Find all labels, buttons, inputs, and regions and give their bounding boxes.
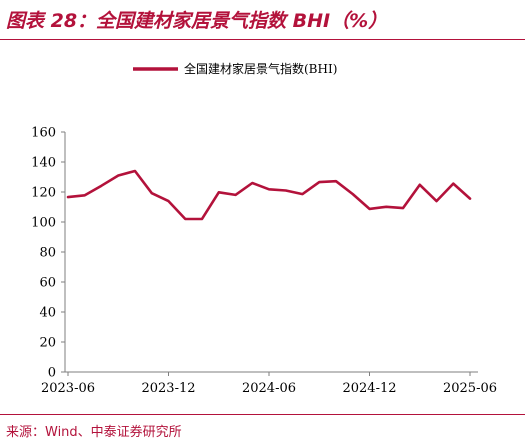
x-tick-label: 2024-06 [242,381,296,396]
chart-legend: 全国建材家居景气指数(BHI) [133,61,337,76]
bhi-line-chart: 全国建材家居景气指数(BHI) 0 20 40 60 80 100 120 140 160 20… [31,61,497,396]
x-axis-ticks: 2023-06 2023-12 2024-06 2024-12 2025-06 [41,372,497,396]
x-tick-label: 2023-12 [141,381,195,396]
y-tick-label: 60 [39,276,56,291]
y-tick-label: 0 [48,366,56,381]
x-tick-label: 2025-06 [443,381,497,396]
y-axis-ticks: 0 20 40 60 80 100 120 140 160 [31,126,65,381]
y-tick-label: 100 [31,216,56,231]
chart-series [66,169,472,221]
legend-label: 全国建材家居景气指数(BHI) [184,61,337,76]
figure-title: 图表 28：全国建材家居景气指数 BHI（%） [6,10,388,32]
y-tick-label: 80 [39,246,56,261]
y-tick-label: 120 [31,186,56,201]
y-tick-label: 140 [31,156,56,171]
y-tick-label: 160 [31,126,56,141]
x-tick-label: 2024-12 [342,381,396,396]
source-note: 来源：Wind、中泰证券研究所 [6,425,182,440]
y-tick-label: 40 [39,306,56,321]
series-line-bhi [66,169,472,221]
source-divider [0,414,525,415]
y-tick-label: 20 [39,336,56,351]
title-divider [0,39,525,40]
chart-axes [64,132,478,373]
x-tick-label: 2023-06 [41,381,95,396]
